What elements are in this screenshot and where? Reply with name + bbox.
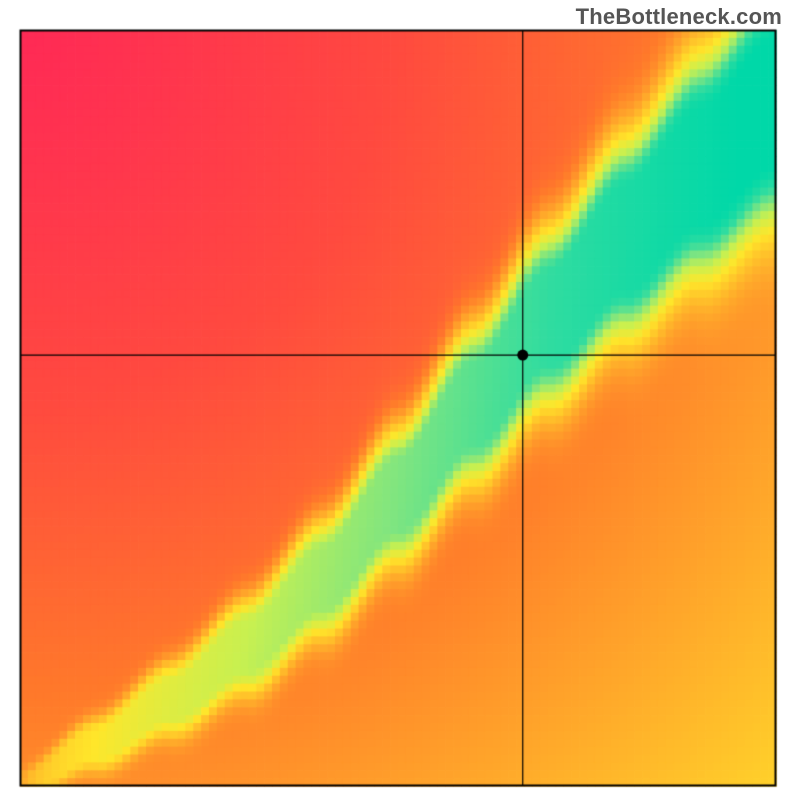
bottleneck-heatmap [0, 0, 800, 800]
attribution-label: TheBottleneck.com [576, 4, 782, 30]
figure-container: TheBottleneck.com [0, 0, 800, 800]
